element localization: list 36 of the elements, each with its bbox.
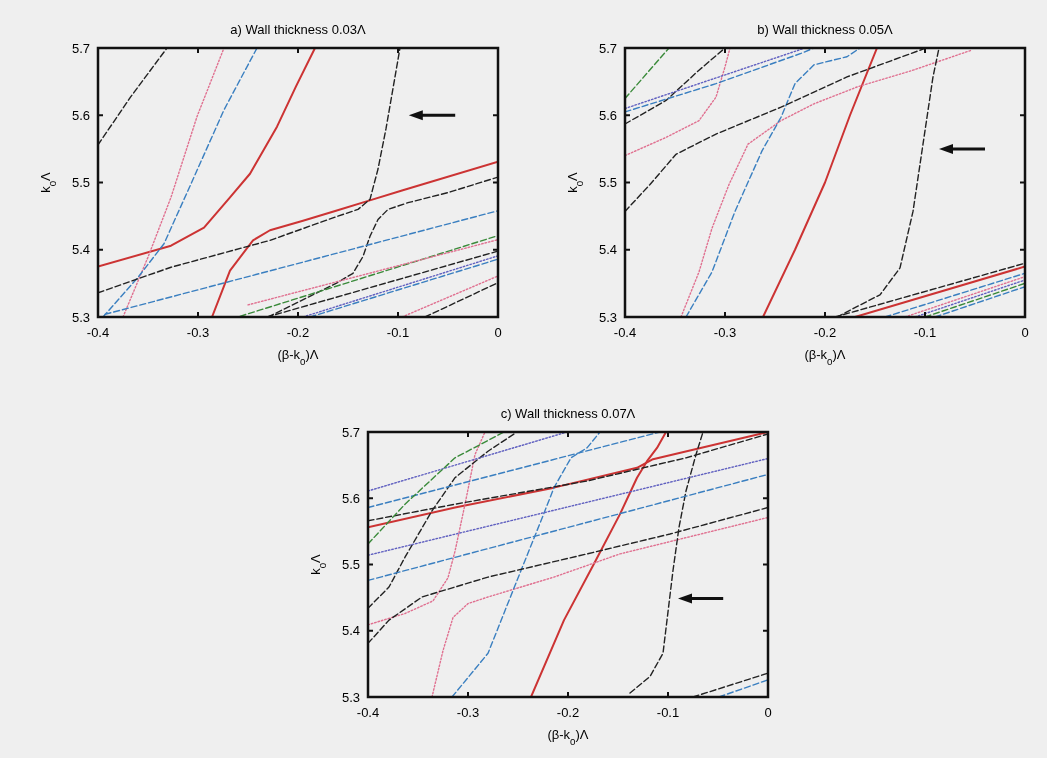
x-axis-title: (β-k$_{0}$)Λ	[277, 347, 319, 367]
y-tick-label: 5.4	[341, 623, 360, 639]
y-tick-label: 5.7	[71, 40, 90, 56]
y-tick-label: 5.3	[598, 309, 617, 325]
x-tick-label: -0.2	[813, 325, 837, 340]
x-tick-label: 0	[1021, 325, 1029, 340]
x-tick-label: -0.2	[556, 705, 580, 720]
y-tick-label: 5.7	[598, 40, 617, 56]
x-tick-label: -0.4	[613, 325, 637, 340]
x-tick-label: -0.1	[386, 325, 410, 340]
x-tick-label: -0.3	[713, 325, 737, 340]
y-tick-label: 5.4	[598, 242, 617, 258]
x-axis-title: (β-k$_{0}$)Λ	[547, 727, 589, 747]
x-tick-label: -0.3	[456, 705, 480, 720]
y-tick-label: 5.3	[341, 689, 360, 705]
x-tick-label: -0.1	[656, 705, 680, 720]
x-tick-label: -0.3	[186, 325, 210, 340]
y-tick-label: 5.6	[598, 107, 617, 123]
x-axis-title: (β-k$_{0}$)Λ	[804, 347, 846, 367]
x-tick-label: -0.4	[86, 325, 110, 340]
x-tick-label: -0.4	[356, 705, 380, 720]
y-tick-label: 5.6	[341, 490, 360, 506]
y-tick-label: 5.7	[341, 424, 360, 440]
y-tick-label: 5.6	[71, 107, 90, 123]
x-tick-label: 0	[494, 325, 502, 340]
x-tick-label: -0.2	[286, 325, 310, 340]
chart-title: b) Wall thickness 0.05Λ	[757, 22, 893, 37]
y-tick-label: 5.4	[71, 242, 90, 258]
y-tick-label: 5.5	[598, 175, 617, 191]
x-tick-label: -0.1	[913, 325, 937, 340]
y-tick-label: 5.5	[341, 557, 360, 573]
chart-title: c) Wall thickness 0.07Λ	[500, 406, 636, 421]
chart-title: a) Wall thickness 0.03Λ	[230, 22, 366, 37]
y-tick-label: 5.5	[71, 175, 90, 191]
y-tick-label: 5.3	[71, 309, 90, 325]
x-tick-label: 0	[764, 705, 772, 720]
